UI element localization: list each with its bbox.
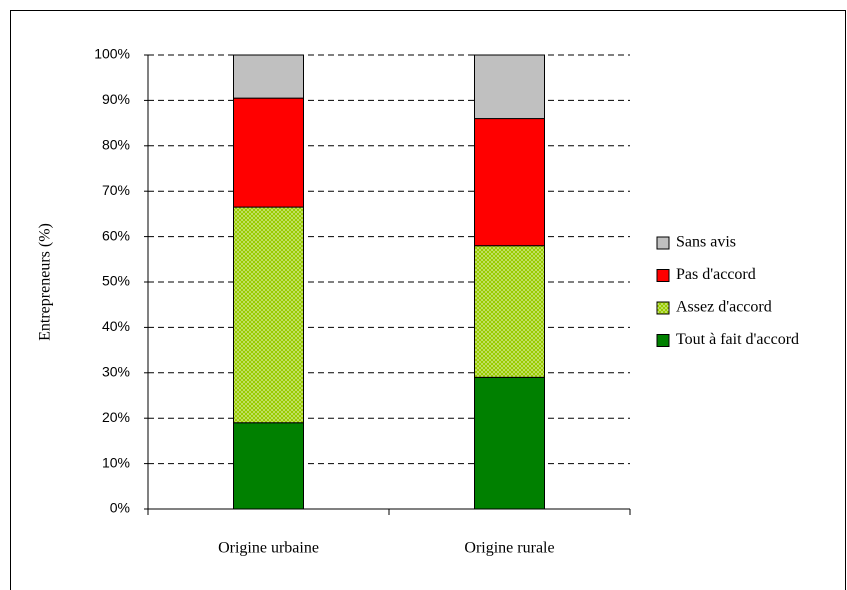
bar-segment: [474, 54, 545, 120]
y-tick-label: 70%: [102, 182, 130, 198]
bar-segment: [474, 376, 545, 510]
bar-segment: [474, 118, 545, 247]
legend-label: Assez d'accord: [676, 299, 772, 316]
legend-swatch: [656, 269, 670, 282]
legend-swatch: [656, 334, 670, 347]
legend-label: Pas d'accord: [676, 266, 756, 283]
y-tick-label: 90%: [102, 91, 130, 107]
frame: [10, 10, 846, 590]
y-tick-label: 100%: [94, 46, 130, 62]
bar-segment: [233, 97, 304, 208]
y-tick-label: 50%: [102, 273, 130, 289]
x-tick-label: Origine urbaine: [218, 540, 319, 557]
bar-segment: [233, 54, 304, 99]
y-tick-label: 40%: [102, 318, 130, 334]
y-tick-label: 20%: [102, 409, 130, 425]
y-tick-label: 10%: [102, 454, 130, 470]
y-tick-label: 30%: [102, 364, 130, 380]
legend-label: Tout à fait d'accord: [676, 331, 799, 348]
y-tick-label: 80%: [102, 137, 130, 153]
y-tick-label: 0%: [110, 500, 130, 516]
bar-segment: [474, 245, 545, 378]
y-tick-label: 60%: [102, 227, 130, 243]
legend-swatch: [656, 236, 670, 250]
bar-segment: [233, 206, 304, 424]
y-axis-label: Entrepreneurs (%): [37, 223, 54, 341]
legend-label: Sans avis: [676, 234, 736, 251]
legend-swatch: [656, 301, 670, 315]
x-tick-label: Origine rurale: [464, 540, 554, 557]
bar-segment: [233, 422, 304, 510]
